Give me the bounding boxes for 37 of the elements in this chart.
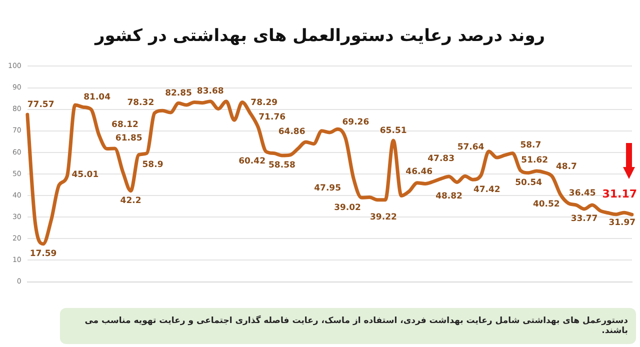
data-label: 48.82 — [436, 192, 463, 202]
data-label: 65.51 — [380, 126, 407, 136]
data-label: 78.32 — [127, 98, 154, 108]
data-label: 47.95 — [314, 184, 342, 194]
data-label: 71.76 — [258, 112, 286, 122]
data-label: 78.29 — [250, 98, 278, 108]
data-label: 60.42 — [238, 156, 266, 167]
text: دستورعمل های بهداشتی شامل رعایت بهداشت فردی، استفاده از ماسک، رعایت فاصله گذاری اجتماعی و رعایت تهویه مناسب می باشند. — [60, 308, 636, 344]
data-label: 33.77 — [570, 214, 598, 224]
data-label: 31.17 — [602, 187, 637, 200]
data-label: 36.45 — [568, 188, 596, 198]
data-label: 77.57 — [27, 100, 54, 110]
data-label: 51.62 — [521, 156, 548, 166]
data-label: 39.02 — [334, 202, 362, 213]
data-label: 46.46 — [406, 166, 433, 177]
data-label: 39.22 — [370, 212, 397, 222]
data-label: 50.54 — [515, 178, 542, 188]
data-label: 81.04 — [84, 92, 111, 102]
data-label: 40.52 — [532, 200, 560, 210]
data-label: 57.64 — [457, 142, 484, 153]
data-label: 82.85 — [165, 88, 192, 98]
data-label: 64.86 — [278, 127, 306, 138]
data-label: 58.58 — [268, 160, 296, 171]
data-label: 83.68 — [196, 86, 224, 97]
data-label: 58.9 — [142, 160, 164, 170]
data-label: 17.59 — [30, 249, 57, 260]
chart-title: روند درصد رعایت دستورالعمل های بهداشتی در کشور — [93, 25, 546, 48]
data-label: 47.83 — [428, 154, 455, 164]
data-label: 45.01 — [72, 170, 99, 180]
data-label: 47.42 — [473, 184, 500, 195]
data-label: 68.12 — [112, 120, 138, 130]
data-label: 42.2 — [120, 196, 142, 206]
data-label: 48.7 — [556, 162, 578, 172]
data-label: 31.97 — [608, 218, 636, 228]
data-label: 58.7 — [520, 140, 542, 150]
data-label: 61.85 — [115, 134, 142, 144]
data-label: 69.26 — [342, 118, 370, 128]
